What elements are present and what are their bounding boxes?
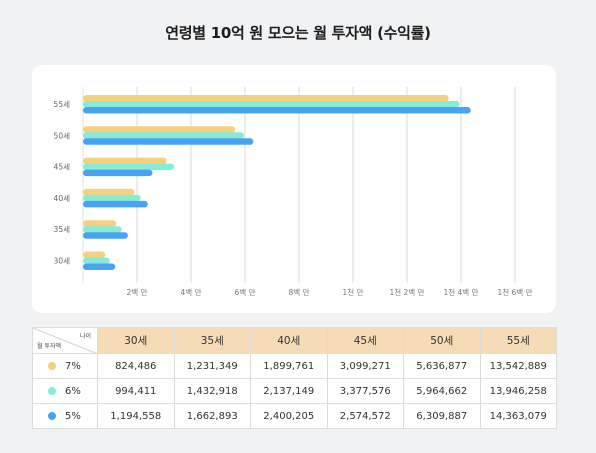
table-cell: 2,400,205 — [250, 403, 328, 429]
x-tick-label: 8백 만 — [289, 287, 310, 297]
rate-label: 7% — [65, 360, 81, 372]
bar-7pct — [83, 157, 167, 165]
x-tick-label: 1천 4백 만 — [443, 287, 478, 297]
table-cell: 2,137,149 — [250, 378, 328, 404]
table-cell: 1,899,761 — [250, 353, 328, 379]
rate-cell: 5% — [32, 403, 98, 429]
data-table: 나이 월 투자액 30세 35세 40세 45세 50세 55세 7% 824,… — [32, 327, 557, 429]
bar-6pct — [83, 163, 175, 171]
y-tick-label: 40세 — [54, 194, 71, 203]
bar-5pct — [83, 107, 471, 114]
corner-age-label: 나이 — [79, 333, 91, 340]
y-tick-label: 30세 — [54, 257, 71, 266]
x-tick-label: 1천 만 — [343, 287, 364, 297]
y-tick-label: 45세 — [54, 163, 71, 172]
table-row: 6% 994,411 1,432,918 2,137,149 3,377,576… — [32, 378, 557, 404]
table-cell: 6,309,887 — [403, 403, 481, 429]
x-tick-label: 2백 만 — [127, 287, 148, 297]
bar-6pct — [83, 257, 110, 264]
bar-5pct — [83, 169, 153, 177]
table-header-cell: 45세 — [326, 327, 404, 354]
bar-6pct — [83, 101, 460, 108]
bar-7pct — [83, 95, 449, 102]
table-header-cell: 30세 — [97, 327, 175, 354]
table-cell: 13,946,258 — [479, 378, 557, 404]
table-cell: 5,964,662 — [403, 378, 481, 404]
table-cell: 1,662,893 — [173, 403, 251, 429]
rate-label: 5% — [65, 410, 81, 422]
chart-title: 연령별 10억 원 모으는 월 투자액 (수익률) — [165, 24, 431, 42]
table-cell: 824,486 — [97, 353, 175, 379]
table-row: 5% 1,194,558 1,662,893 2,400,205 2,574,5… — [32, 403, 557, 429]
rate-label: 6% — [65, 385, 81, 397]
corner-invest-label: 월 투자액 — [37, 343, 61, 350]
y-tick-label: 55세 — [54, 100, 71, 109]
bar-7pct — [83, 126, 236, 133]
bar-7pct — [83, 220, 117, 227]
y-tick-label: 35세 — [54, 225, 71, 234]
bar-6pct — [83, 226, 122, 233]
legend-dot-icon — [48, 387, 56, 395]
y-tick-label: 50세 — [54, 131, 71, 140]
table-corner-cell: 나이 월 투자액 — [32, 327, 98, 354]
table-cell: 2,574,572 — [326, 403, 404, 429]
rate-cell: 6% — [32, 378, 98, 404]
bar-7pct — [83, 251, 106, 258]
bar-6pct — [83, 132, 245, 139]
table-header-cell: 35세 — [173, 327, 251, 354]
bar-5pct — [83, 232, 128, 239]
x-tick-label: 4백 만 — [181, 287, 202, 297]
bar-chart: 2백 만 4백 만 6백 만 8백 만 1천 만 1천 2백 만 1천 4백 만 1천 6백 … — [54, 87, 533, 297]
x-tick-label: 6백 만 — [235, 287, 256, 297]
table-header-cell: 40세 — [250, 327, 328, 354]
bar-5pct — [83, 263, 116, 270]
table-cell: 1,231,349 — [173, 353, 251, 379]
legend-dot-icon — [48, 412, 56, 420]
rate-cell: 7% — [32, 353, 98, 379]
diagonal-divider — [33, 328, 98, 354]
table-cell: 3,377,576 — [326, 378, 404, 404]
bar-7pct — [83, 188, 135, 196]
table-header-cell: 55세 — [479, 327, 557, 354]
table-cell: 5,636,877 — [403, 353, 481, 379]
x-tick-label: 1천 6백 만 — [497, 287, 532, 297]
bar-6pct — [83, 194, 141, 202]
bar-5pct — [83, 138, 254, 145]
table-cell: 13,542,889 — [479, 353, 557, 379]
table-cell: 1,432,918 — [173, 378, 251, 404]
table-cell: 1,194,558 — [97, 403, 175, 429]
table-cell: 994,411 — [97, 378, 175, 404]
chart-card: 2백 만 4백 만 6백 만 8백 만 1천 만 1천 2백 만 1천 4백 만 1천 6백 … — [32, 65, 556, 313]
table-header-row: 나이 월 투자액 30세 35세 40세 45세 50세 55세 — [32, 327, 557, 354]
bar-5pct — [83, 200, 148, 208]
legend-dot-icon — [48, 362, 56, 370]
table-row: 7% 824,486 1,231,349 1,899,761 3,099,271… — [32, 353, 557, 379]
table-cell: 14,363,079 — [479, 403, 557, 429]
table-header-cell: 50세 — [403, 327, 481, 354]
x-tick-label: 1천 2백 만 — [389, 287, 424, 297]
table-cell: 3,099,271 — [326, 353, 404, 379]
